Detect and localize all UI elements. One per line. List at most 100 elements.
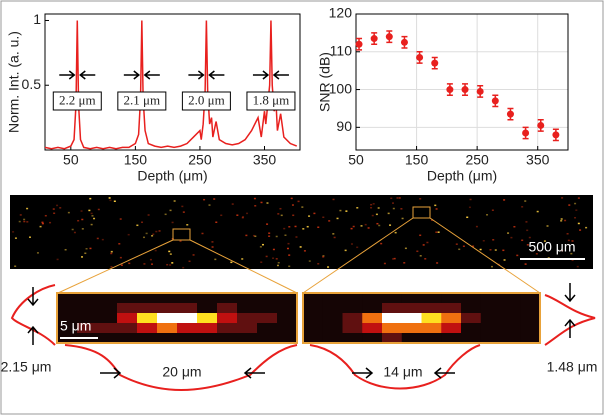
bead-dot xyxy=(537,249,540,252)
annotation: 2.2 μm xyxy=(59,92,96,107)
inset-pixel xyxy=(401,293,422,304)
bead-dot xyxy=(521,239,524,242)
bead-dot xyxy=(468,206,471,209)
scale-bar-label: 500 μm xyxy=(529,239,576,255)
bead-dot xyxy=(266,202,269,204)
bead-dot xyxy=(510,236,513,239)
bead-dot xyxy=(166,263,169,266)
y-tick-label: 120 xyxy=(329,5,353,21)
roi-box xyxy=(172,228,191,241)
bead-dot xyxy=(266,223,269,225)
inset-pixel xyxy=(421,303,442,314)
bead-dot xyxy=(352,225,355,228)
bead-dot xyxy=(231,203,234,205)
bead-dot xyxy=(327,266,330,268)
inset-pixel xyxy=(461,313,482,324)
inset-pixel xyxy=(382,303,403,314)
fwhm-arrows xyxy=(123,70,160,80)
bead-dot xyxy=(236,214,239,216)
bead-dot xyxy=(208,204,211,206)
inset-pixel xyxy=(500,313,521,324)
bead-dot xyxy=(81,218,84,221)
bead-dot xyxy=(516,254,519,257)
inset-pixel xyxy=(303,293,324,304)
bead-dot xyxy=(260,261,263,263)
bead-dot xyxy=(182,266,185,269)
inset-pixel xyxy=(520,313,541,324)
bead-dot xyxy=(245,234,248,237)
inset-pixel xyxy=(177,303,198,314)
bead-dot xyxy=(277,213,280,215)
bead-dot xyxy=(561,249,564,252)
bead-dot xyxy=(81,256,84,258)
bead-dot xyxy=(383,262,386,265)
inset-pixel xyxy=(277,293,298,304)
bead-dot xyxy=(528,236,531,239)
annotation-box xyxy=(117,91,167,111)
bead-dot xyxy=(53,212,56,215)
bead-dot xyxy=(14,265,17,267)
bead-dot xyxy=(277,261,280,264)
inset-pixel xyxy=(500,293,521,304)
height-label: 1.48 μm xyxy=(547,359,598,375)
arrow xyxy=(564,318,576,338)
bead-dot xyxy=(435,231,438,233)
bead-dot xyxy=(171,262,174,264)
bead-dot xyxy=(507,232,510,234)
bead-dot xyxy=(577,222,580,225)
bead-dot xyxy=(434,204,437,207)
inset-pixel xyxy=(401,303,422,314)
bead-dot xyxy=(288,226,291,228)
bead-dot xyxy=(84,252,87,255)
bead-dot xyxy=(44,214,47,217)
inset-pixel xyxy=(401,313,422,324)
inset-pixel xyxy=(303,333,324,344)
bead-dot xyxy=(492,239,495,241)
bead-dot xyxy=(466,216,469,219)
inset-pixel xyxy=(342,333,363,344)
inset-pixel xyxy=(382,333,403,344)
bead-dot xyxy=(482,239,485,242)
bead-dot xyxy=(85,247,88,250)
zoom-line xyxy=(189,239,298,294)
bead-dot xyxy=(570,252,573,255)
inset-pixel xyxy=(157,333,178,344)
bead-dot xyxy=(332,198,335,201)
inset-pixel xyxy=(303,313,324,324)
inset-frame xyxy=(302,292,541,344)
bead-dot xyxy=(398,197,401,199)
y-tick-label: 110 xyxy=(330,42,353,58)
inset-pixel xyxy=(177,293,198,304)
bead-dot xyxy=(317,226,320,229)
bead-dot xyxy=(479,248,482,251)
bead-dot xyxy=(173,200,176,202)
bead-dot xyxy=(308,215,311,217)
inset-pixel xyxy=(421,313,442,324)
inset-pixel xyxy=(342,293,363,304)
inset-pixel xyxy=(117,303,138,314)
bead-dot xyxy=(392,207,395,210)
inset-pixel xyxy=(97,303,118,314)
arrow xyxy=(27,287,39,307)
roi-box xyxy=(412,206,431,219)
bead-dot xyxy=(259,246,262,248)
x-tick-label: 50 xyxy=(63,152,79,168)
bead-dot xyxy=(576,265,579,268)
inset-pixel xyxy=(97,323,118,334)
bead-dot xyxy=(119,256,122,259)
annotation-box xyxy=(246,91,296,111)
inset-pixel xyxy=(237,313,258,324)
bead-dot xyxy=(371,214,374,217)
bead-dot xyxy=(535,253,538,255)
bead-dot xyxy=(419,255,422,257)
bead-dot xyxy=(536,210,539,213)
arrow xyxy=(27,325,39,345)
bead-dot xyxy=(437,231,440,233)
bead-dot xyxy=(64,248,67,251)
point xyxy=(370,35,378,43)
inset-pixel xyxy=(137,293,158,304)
bead-dot xyxy=(211,246,214,248)
bead-dot xyxy=(28,236,31,238)
bead-dot xyxy=(149,258,152,261)
bead-dot xyxy=(336,217,339,220)
